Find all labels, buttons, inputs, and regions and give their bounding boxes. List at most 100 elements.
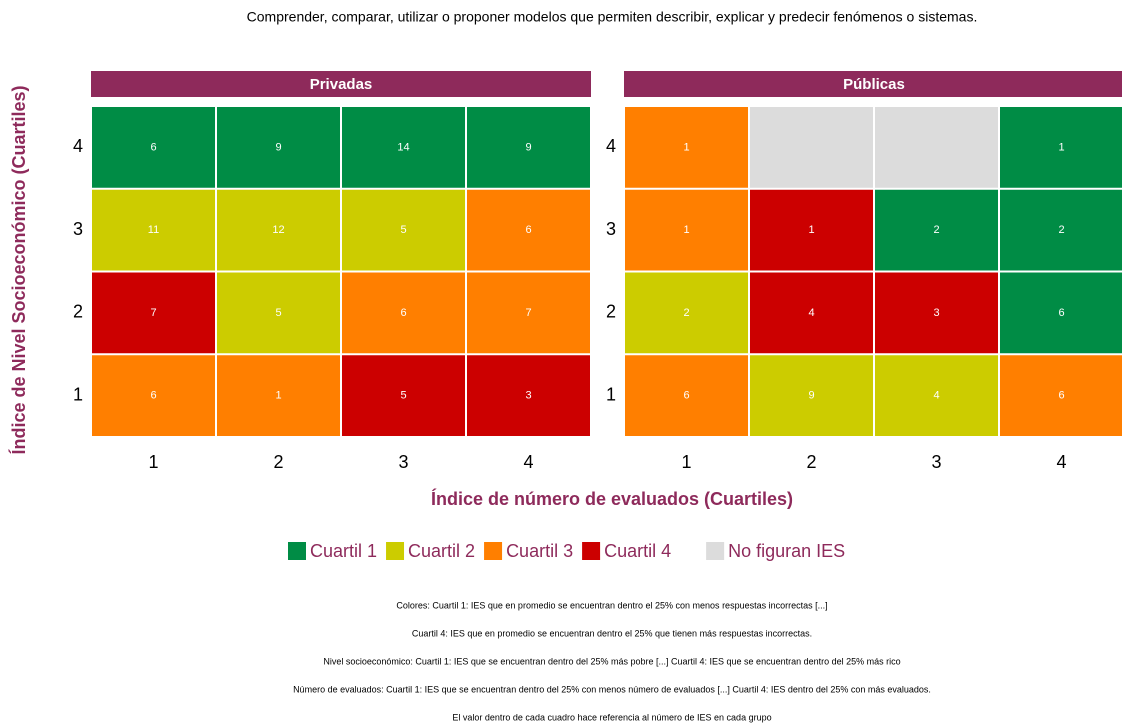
- heatmap-cell: [625, 107, 748, 188]
- heatmap-cell: [217, 189, 340, 271]
- x-tick-label: 1: [681, 452, 691, 472]
- panel-title: Públicas: [843, 76, 905, 93]
- x-tick-label: 4: [1056, 452, 1066, 472]
- panel-title: Privadas: [310, 76, 373, 93]
- cell-label: 1: [683, 224, 689, 236]
- legend-swatch: [386, 542, 405, 560]
- heatmap-cell: [342, 355, 465, 436]
- heatmap-cell: [1000, 272, 1122, 354]
- cell-label: 5: [275, 307, 281, 319]
- heatmap-cell: [875, 272, 998, 354]
- footnote: Colores: Cuartil 1: IES que en promedio …: [396, 600, 827, 610]
- cell-label: 9: [525, 141, 531, 153]
- cell-label: 7: [525, 307, 531, 319]
- x-tick-label: 2: [273, 452, 283, 472]
- footnote: El valor dentro de cada cuadro hace refe…: [452, 712, 771, 722]
- legend-swatch: [484, 542, 503, 560]
- cell-label: 3: [933, 307, 939, 319]
- heatmap-cell: [1000, 189, 1122, 271]
- heatmap-cell: [1000, 355, 1122, 436]
- cell-label: 14: [397, 141, 409, 153]
- heatmap-cell: [750, 189, 873, 271]
- cell-label: 1: [275, 390, 281, 402]
- legend-swatch: [582, 542, 601, 560]
- heatmap-cell: [342, 107, 465, 188]
- cell-label: 9: [275, 141, 281, 153]
- y-tick-label: 1: [73, 384, 83, 404]
- heatmap-cell: [342, 189, 465, 271]
- cell-label: 12: [272, 224, 284, 236]
- cell-label: 2: [933, 224, 939, 236]
- cell-label: 6: [525, 224, 531, 236]
- cell-label: 4: [808, 307, 814, 319]
- cell-label: 1: [1058, 141, 1064, 153]
- footnote: Número de evaluados: Cuartil 1: IES que …: [293, 684, 931, 694]
- heatmap-cell: [750, 355, 873, 436]
- cell-label: 5: [400, 224, 406, 236]
- cell-label: 5: [400, 390, 406, 402]
- legend-swatch: [706, 542, 725, 560]
- heatmap-cell: [467, 107, 590, 188]
- heatmap-cell: [750, 107, 873, 188]
- y-tick-label: 2: [606, 302, 616, 322]
- legend-label: Cuartil 1: [310, 541, 377, 561]
- cell-label: 7: [150, 307, 156, 319]
- cell-label: 6: [150, 390, 156, 402]
- legend-label: Cuartil 4: [604, 541, 671, 561]
- x-axis-title: Índice de número de evaluados (Cuartiles…: [431, 488, 793, 509]
- heatmap-cell: [467, 189, 590, 271]
- footnote: Nivel socioeconómico: Cuartil 1: IES que…: [323, 656, 900, 666]
- cell-label: 1: [683, 141, 689, 153]
- cell-label: 6: [400, 307, 406, 319]
- panel-header: [624, 71, 1122, 97]
- x-tick-label: 4: [523, 452, 533, 472]
- heatmap-cell: [625, 355, 748, 436]
- heatmap-cell: [625, 189, 748, 271]
- x-tick-label: 2: [806, 452, 816, 472]
- y-tick-label: 4: [73, 136, 83, 156]
- legend-label: No figuran IES: [728, 541, 845, 561]
- y-tick-label: 4: [606, 136, 616, 156]
- heatmap-cell: [92, 189, 215, 271]
- x-tick-label: 3: [398, 452, 408, 472]
- y-tick-label: 2: [73, 302, 83, 322]
- cell-label: 9: [808, 390, 814, 402]
- cell-label: 6: [150, 141, 156, 153]
- heatmap-cell: [342, 272, 465, 354]
- cell-label: 6: [1058, 307, 1064, 319]
- heatmap-cell: [217, 355, 340, 436]
- legend-label: Cuartil 3: [506, 541, 573, 561]
- heatmap-cell: [625, 272, 748, 354]
- panel-header: [91, 71, 591, 97]
- heatmap-cell: [467, 355, 590, 436]
- heatmap-cell: [1000, 107, 1122, 188]
- y-axis-title: Índice de Nivel Socioeconómico (Cuartile…: [8, 85, 29, 454]
- cell-label: 1: [808, 224, 814, 236]
- y-tick-label: 1: [606, 384, 616, 404]
- legend-label: Cuartil 2: [408, 541, 475, 561]
- cell-label: 6: [1058, 390, 1064, 402]
- cell-label: 3: [525, 390, 531, 402]
- heatmap-cell: [875, 355, 998, 436]
- cell-label: 6: [683, 390, 689, 402]
- heatmap-cell: [92, 355, 215, 436]
- cell-label: 4: [933, 390, 939, 402]
- cell-label: 2: [683, 307, 689, 319]
- heatmap-cell: [217, 107, 340, 188]
- chart-title: Comprender, comparar, utilizar o propone…: [247, 9, 978, 25]
- heatmap-cell: [92, 107, 215, 188]
- heatmap-cell: [217, 272, 340, 354]
- heatmap-cell: [875, 107, 998, 188]
- heatmap-cell: [750, 272, 873, 354]
- y-tick-label: 3: [73, 219, 83, 239]
- legend-swatch: [288, 542, 306, 560]
- x-tick-label: 1: [148, 452, 158, 472]
- cell-label: 11: [148, 224, 159, 236]
- cell-label: 2: [1058, 224, 1064, 236]
- heatmap-cell: [92, 272, 215, 354]
- heatmap-cell: [875, 189, 998, 271]
- y-tick-label: 3: [606, 219, 616, 239]
- footnote: Cuartil 4: IES que en promedio se encuen…: [412, 628, 812, 638]
- heatmap-cell: [467, 272, 590, 354]
